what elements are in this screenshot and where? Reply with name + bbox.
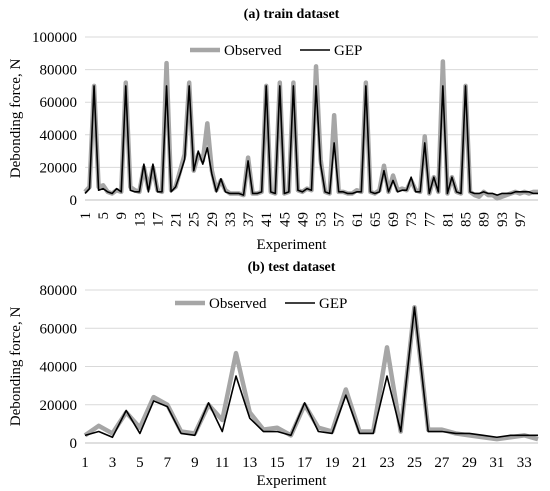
- y-tick-label: 20000: [40, 398, 78, 414]
- x-tick-label: 41: [259, 212, 275, 227]
- x-tick-label: 1: [78, 212, 94, 220]
- x-tick-label: 21: [169, 212, 185, 227]
- x-axis-label: Experiment: [257, 237, 328, 253]
- x-tick-label: 81: [440, 212, 456, 227]
- x-tick-label: 25: [187, 212, 203, 227]
- x-tick-label: 33: [517, 455, 532, 471]
- x-tick-label: 89: [477, 212, 493, 227]
- y-tick-label: 0: [70, 193, 78, 209]
- x-tick-label: 17: [150, 212, 166, 228]
- x-tick-label: 69: [386, 212, 402, 227]
- y-tick-label: 80000: [40, 63, 78, 79]
- x-tick-label: 33: [223, 212, 239, 227]
- y-tick-label: 40000: [40, 128, 78, 144]
- x-tick-label: 11: [215, 455, 229, 471]
- x-tick-label: 13: [132, 212, 148, 227]
- x-tick-label: 29: [205, 212, 221, 227]
- x-tick-label: 45: [277, 212, 293, 227]
- y-axis-label: Debonding force, N: [8, 307, 24, 427]
- y-tick-label: 80000: [40, 283, 78, 299]
- x-tick-label: 21: [352, 455, 367, 471]
- x-tick-label: 97: [513, 212, 529, 228]
- x-tick-label: 85: [459, 212, 475, 227]
- y-tick-label: 40000: [40, 360, 78, 376]
- x-tick-label: 9: [191, 455, 199, 471]
- chart-title: (b) test dataset: [248, 260, 336, 275]
- y-tick-label: 20000: [40, 160, 78, 176]
- y-tick-label: 0: [70, 436, 78, 452]
- x-tick-label: 5: [96, 212, 112, 220]
- series-line-gep: [84, 85, 538, 196]
- x-tick-label: 49: [295, 212, 311, 227]
- y-tick-label: 100000: [32, 30, 77, 46]
- x-tick-label: 19: [325, 455, 340, 471]
- x-tick-label: 7: [164, 455, 172, 471]
- legend: Observed GEP: [190, 43, 362, 59]
- panel-train: (a) train dataset 0 20000 40000 60000 80000 10…: [8, 7, 538, 253]
- y-tick-label: 60000: [40, 321, 78, 337]
- x-tick-label: 9: [114, 212, 130, 220]
- x-tick-label: 25: [407, 455, 422, 471]
- x-tick-label: 57: [332, 212, 348, 228]
- x-tick-label: 31: [489, 455, 504, 471]
- chart-title: (a) train dataset: [244, 7, 340, 22]
- x-tick-label: 1: [81, 455, 89, 471]
- x-tick-label: 61: [350, 212, 366, 227]
- y-tick-label: 60000: [40, 95, 78, 111]
- x-tick-label: 13: [242, 455, 257, 471]
- x-tick-label: 29: [462, 455, 477, 471]
- x-tick-label: 15: [270, 455, 285, 471]
- x-tick-label: 37: [241, 212, 257, 228]
- legend: Observed GEP: [175, 296, 347, 312]
- x-tick-label: 53: [314, 212, 330, 227]
- series-line-gep: [84, 306, 538, 439]
- legend-label: GEP: [319, 296, 347, 312]
- x-tick-label: 17: [297, 455, 313, 471]
- x-tick-label: 23: [380, 455, 395, 471]
- x-tick-label: 65: [368, 212, 384, 227]
- legend-label: Observed: [209, 296, 267, 312]
- x-tick-label: 73: [404, 212, 420, 227]
- x-tick-label: 77: [422, 212, 438, 228]
- legend-label: GEP: [334, 43, 362, 59]
- legend-label: Observed: [224, 43, 282, 59]
- y-axis-label: Debonding force, N: [8, 59, 24, 179]
- x-tick-label: 93: [495, 212, 511, 227]
- x-tick-label: 5: [136, 455, 144, 471]
- x-tick-label: 3: [109, 455, 117, 471]
- x-tick-label: 27: [434, 455, 450, 471]
- x-axis-label: Experiment: [257, 473, 328, 489]
- series-line-observed: [83, 304, 539, 442]
